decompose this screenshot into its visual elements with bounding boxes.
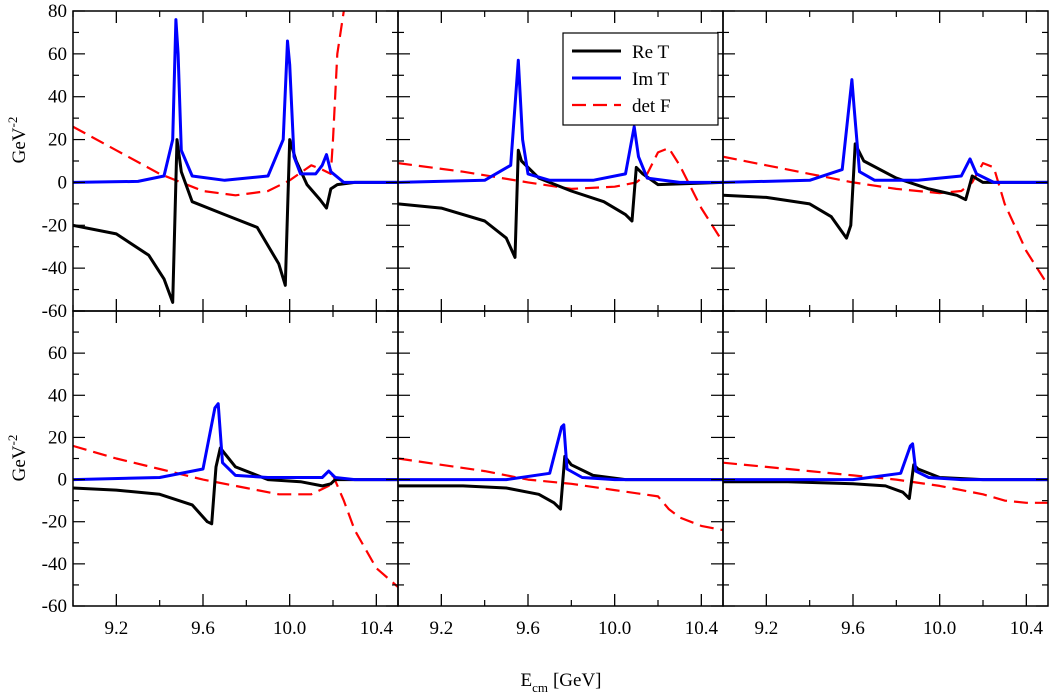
xlabel-sub: cm xyxy=(532,680,548,695)
y-tick-label: -40 xyxy=(42,258,67,279)
x-tick-label: 9.6 xyxy=(516,618,540,639)
legend-label-im-t: Im T xyxy=(632,69,670,90)
series-group xyxy=(73,11,398,304)
panel-frame xyxy=(397,310,724,607)
series-line-det-f xyxy=(398,457,723,532)
legend: Re T Im T det F xyxy=(562,32,719,126)
panel-frame xyxy=(72,310,399,607)
y-tick-label: 80 xyxy=(48,1,67,22)
series-line-det-f xyxy=(398,147,723,243)
series-line-im-t xyxy=(723,78,1048,184)
x-tick-label: 10.4 xyxy=(360,618,394,639)
series-line-re-t xyxy=(723,142,1048,240)
panel-bottom-middle xyxy=(397,310,724,607)
svg-text:GeV-2: GeV-2 xyxy=(5,117,30,164)
x-tick-label: 10.0 xyxy=(598,618,631,639)
series-line-det-f xyxy=(723,155,1048,286)
tick-labels: -60 -40 -20 0 20 40 60 80 -60 -40 -20 0 20 40 60 9.2 9.6… xyxy=(42,1,1044,639)
series-group xyxy=(723,78,1048,286)
series-line-re-t xyxy=(723,463,1048,500)
panel-top-left xyxy=(72,10,399,312)
panel-bottom-left xyxy=(72,310,399,607)
series-line-det-f xyxy=(73,11,345,197)
series-line-det-f xyxy=(723,461,1048,504)
series-line-re-t xyxy=(398,148,723,259)
y-tick-label: -60 xyxy=(42,301,67,322)
ylabel-top: GeV-2 xyxy=(5,117,30,164)
y-tick-label: 60 xyxy=(48,44,67,65)
y-tick-label: -40 xyxy=(42,554,67,575)
xlabel-unit: [GeV] xyxy=(553,670,602,691)
x-tick-label: 9.6 xyxy=(191,618,215,639)
ylabel-top-sup: -2 xyxy=(5,117,20,128)
y-tick-label: 0 xyxy=(58,172,68,193)
legend-label-det-f: det F xyxy=(632,96,671,117)
x-tick-label: 9.2 xyxy=(429,618,453,639)
legend-label-re-t: Re T xyxy=(632,42,670,63)
y-tick-label: -20 xyxy=(42,512,67,533)
series-line-im-t xyxy=(73,402,398,482)
xlabel-main: E xyxy=(520,670,532,691)
series-line-re-t xyxy=(73,138,398,304)
x-tick-label: 10.0 xyxy=(273,618,306,639)
y-tick-label: 20 xyxy=(48,427,67,448)
y-tick-label: 20 xyxy=(48,130,67,151)
panel-frame xyxy=(72,10,399,312)
y-tick-label: 40 xyxy=(48,87,67,108)
series-group xyxy=(398,423,723,532)
series-group xyxy=(398,58,723,259)
ylabel-bottom-main: GeV xyxy=(9,445,30,481)
ylabel-bottom: GeV-2 xyxy=(5,435,30,482)
series-line-im-t xyxy=(73,18,398,184)
y-tick-label: -60 xyxy=(42,596,67,617)
svg-text:GeV-2: GeV-2 xyxy=(5,435,30,482)
ylabel-bottom-sup: -2 xyxy=(5,435,20,446)
series-line-re-t xyxy=(398,454,723,511)
x-tick-label: 9.6 xyxy=(841,618,865,639)
series-line-det-f xyxy=(73,444,398,588)
series-line-im-t xyxy=(398,58,723,184)
panel-frame xyxy=(722,10,1049,312)
x-tick-label: 10.4 xyxy=(685,618,719,639)
x-tick-label: 10.4 xyxy=(1010,618,1044,639)
panel-grid xyxy=(72,10,1049,607)
ylabel-top-main: GeV xyxy=(9,127,30,163)
series-line-im-t xyxy=(398,423,723,482)
panel-frame xyxy=(722,310,1049,607)
x-tick-label: 10.0 xyxy=(923,618,956,639)
y-tick-label: 40 xyxy=(48,385,67,406)
y-tick-label: 0 xyxy=(58,470,68,491)
series-group xyxy=(723,442,1048,504)
series-line-im-t xyxy=(723,442,1048,482)
panel-top-right xyxy=(722,10,1049,312)
panel-bottom-right xyxy=(722,310,1049,607)
y-tick-label: 60 xyxy=(48,343,67,364)
y-tick-label: -20 xyxy=(42,215,67,236)
x-tick-label: 9.2 xyxy=(104,618,128,639)
xlabel: Ecm [GeV] xyxy=(520,670,601,695)
series-group xyxy=(73,402,398,588)
series-line-re-t xyxy=(73,446,398,526)
x-tick-label: 9.2 xyxy=(754,618,778,639)
